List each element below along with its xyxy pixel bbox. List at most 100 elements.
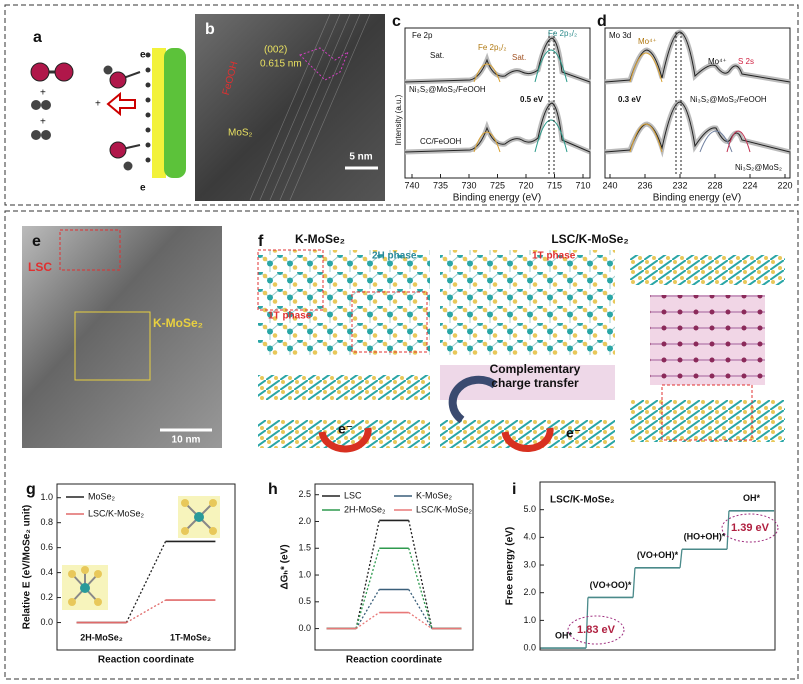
shift-label: 0.5 eV [520, 95, 544, 104]
panel-label: a [33, 29, 42, 46]
connector [355, 520, 380, 629]
label: 0.615 nm [260, 59, 302, 70]
connector [726, 510, 730, 550]
region [299, 47, 350, 81]
y-tick-label: 1.5 [298, 543, 311, 553]
y-tick-label: 3.0 [523, 559, 536, 569]
y-tick-label: 2.0 [298, 516, 311, 526]
section-border [4, 210, 799, 680]
y-tick-label: 1.0 [523, 615, 536, 625]
structure [630, 255, 785, 285]
lattice-fringes [249, 13, 371, 201]
panel-label: h [268, 481, 278, 498]
x-tick-label: 232 [672, 180, 687, 190]
y-tick-label: 0.8 [40, 517, 53, 527]
x-tick-label: 720 [518, 180, 533, 190]
connector [408, 589, 433, 629]
region [351, 291, 428, 353]
y-axis-label: Relative E (eV/MoSe₂ unit) [22, 505, 33, 629]
panel-label: c [392, 13, 401, 30]
label: LSC [28, 260, 52, 274]
y-axis-label: Intensity (a.u.) [394, 94, 403, 145]
structure-title: K-MoSe₂ [295, 232, 345, 246]
legend-label: LSC/K-MoSe₂ [416, 504, 473, 514]
label: e⁻ [338, 421, 353, 437]
shift-label: 0.3 eV [618, 95, 642, 104]
y-tick-label: 2.0 [523, 587, 536, 597]
plot-frame [314, 483, 474, 651]
connector [679, 549, 683, 568]
lattice [440, 250, 615, 355]
y-axis-label: ΔGₕ* (eV) [280, 544, 291, 589]
peak-label: Fe 2p₃/₂ [548, 29, 577, 38]
x-tick-label: 710 [575, 180, 590, 190]
annotation-ring [567, 615, 625, 645]
inset-title: Fe 2p [412, 31, 433, 40]
panel-label: f [258, 233, 264, 250]
legend-label: LSC/K-MoSe₂ [88, 508, 145, 518]
structure [440, 420, 615, 448]
connector [355, 548, 380, 629]
arrow [448, 375, 498, 424]
molecule-icon [62, 496, 220, 610]
x-tick-label: 735 [433, 180, 448, 190]
y-tick-label: 0.0 [523, 642, 536, 652]
y-tick-label: 0.6 [40, 542, 53, 552]
x-tick-label: 220 [777, 180, 792, 190]
svg-text:+: + [40, 117, 46, 128]
region [74, 311, 151, 381]
peak-label: Mo⁴⁺ [708, 57, 727, 66]
plot-frame [539, 481, 776, 651]
x-axis-label: Binding energy (eV) [653, 193, 741, 204]
sample-label: Ni₃S₂@MoS₂/FeOOH [690, 95, 767, 104]
structure [258, 375, 430, 400]
peak-label: Fe 2p₁/₂ [478, 43, 506, 52]
x-tick-label: 228 [707, 180, 722, 190]
tem-image [195, 14, 385, 201]
label: MoS₂ [228, 128, 253, 139]
category-label: OH* [555, 630, 573, 640]
svg-text:e: e [140, 50, 146, 61]
category-label: 2H-MoSe₂ [80, 632, 123, 642]
connector [408, 548, 433, 629]
label: (002) [264, 45, 287, 56]
sample-label: CC/FeOOH [420, 137, 462, 146]
x-tick-label: 240 [602, 180, 617, 190]
plot-frame [604, 27, 791, 179]
connector [125, 541, 167, 623]
tem-image [22, 226, 222, 448]
spectra [404, 32, 591, 176]
x-tick-label: 725 [490, 180, 505, 190]
plot-frame [56, 483, 236, 651]
y-tick-label: 1.0 [40, 492, 53, 502]
connector [355, 611, 380, 630]
scheme-a: + + + e e [30, 48, 186, 194]
annotation: 1.83 eV [577, 624, 616, 636]
label: e⁻ [467, 401, 482, 417]
y-tick-label: 0.2 [40, 592, 53, 602]
connector [408, 611, 433, 630]
panel-label: e [32, 233, 41, 250]
label: 2H phase [372, 251, 417, 262]
inset-title: Mo 3d [609, 31, 631, 40]
connector [408, 520, 433, 629]
x-tick-label: 224 [742, 180, 757, 190]
legend-label: K-MoSe₂ [416, 490, 453, 500]
annotation-ring [721, 513, 779, 543]
legend-label: 2H-MoSe₂ [344, 504, 386, 514]
spectra [604, 29, 791, 176]
legend-label: LSC [344, 490, 362, 500]
label: 1T phase [268, 311, 312, 322]
connector [585, 597, 589, 649]
label: Complementary [490, 362, 581, 376]
annotation: 1.39 eV [731, 522, 770, 534]
x-axis-label: Binding energy (eV) [453, 193, 541, 204]
category-label: (HO+OH)* [684, 532, 726, 542]
label: e⁻ [566, 425, 581, 441]
x-tick-label: 740 [404, 180, 419, 190]
connector [632, 567, 636, 598]
y-tick-label: 0.0 [40, 617, 53, 627]
x-tick-label: 236 [637, 180, 652, 190]
connector [355, 589, 380, 629]
